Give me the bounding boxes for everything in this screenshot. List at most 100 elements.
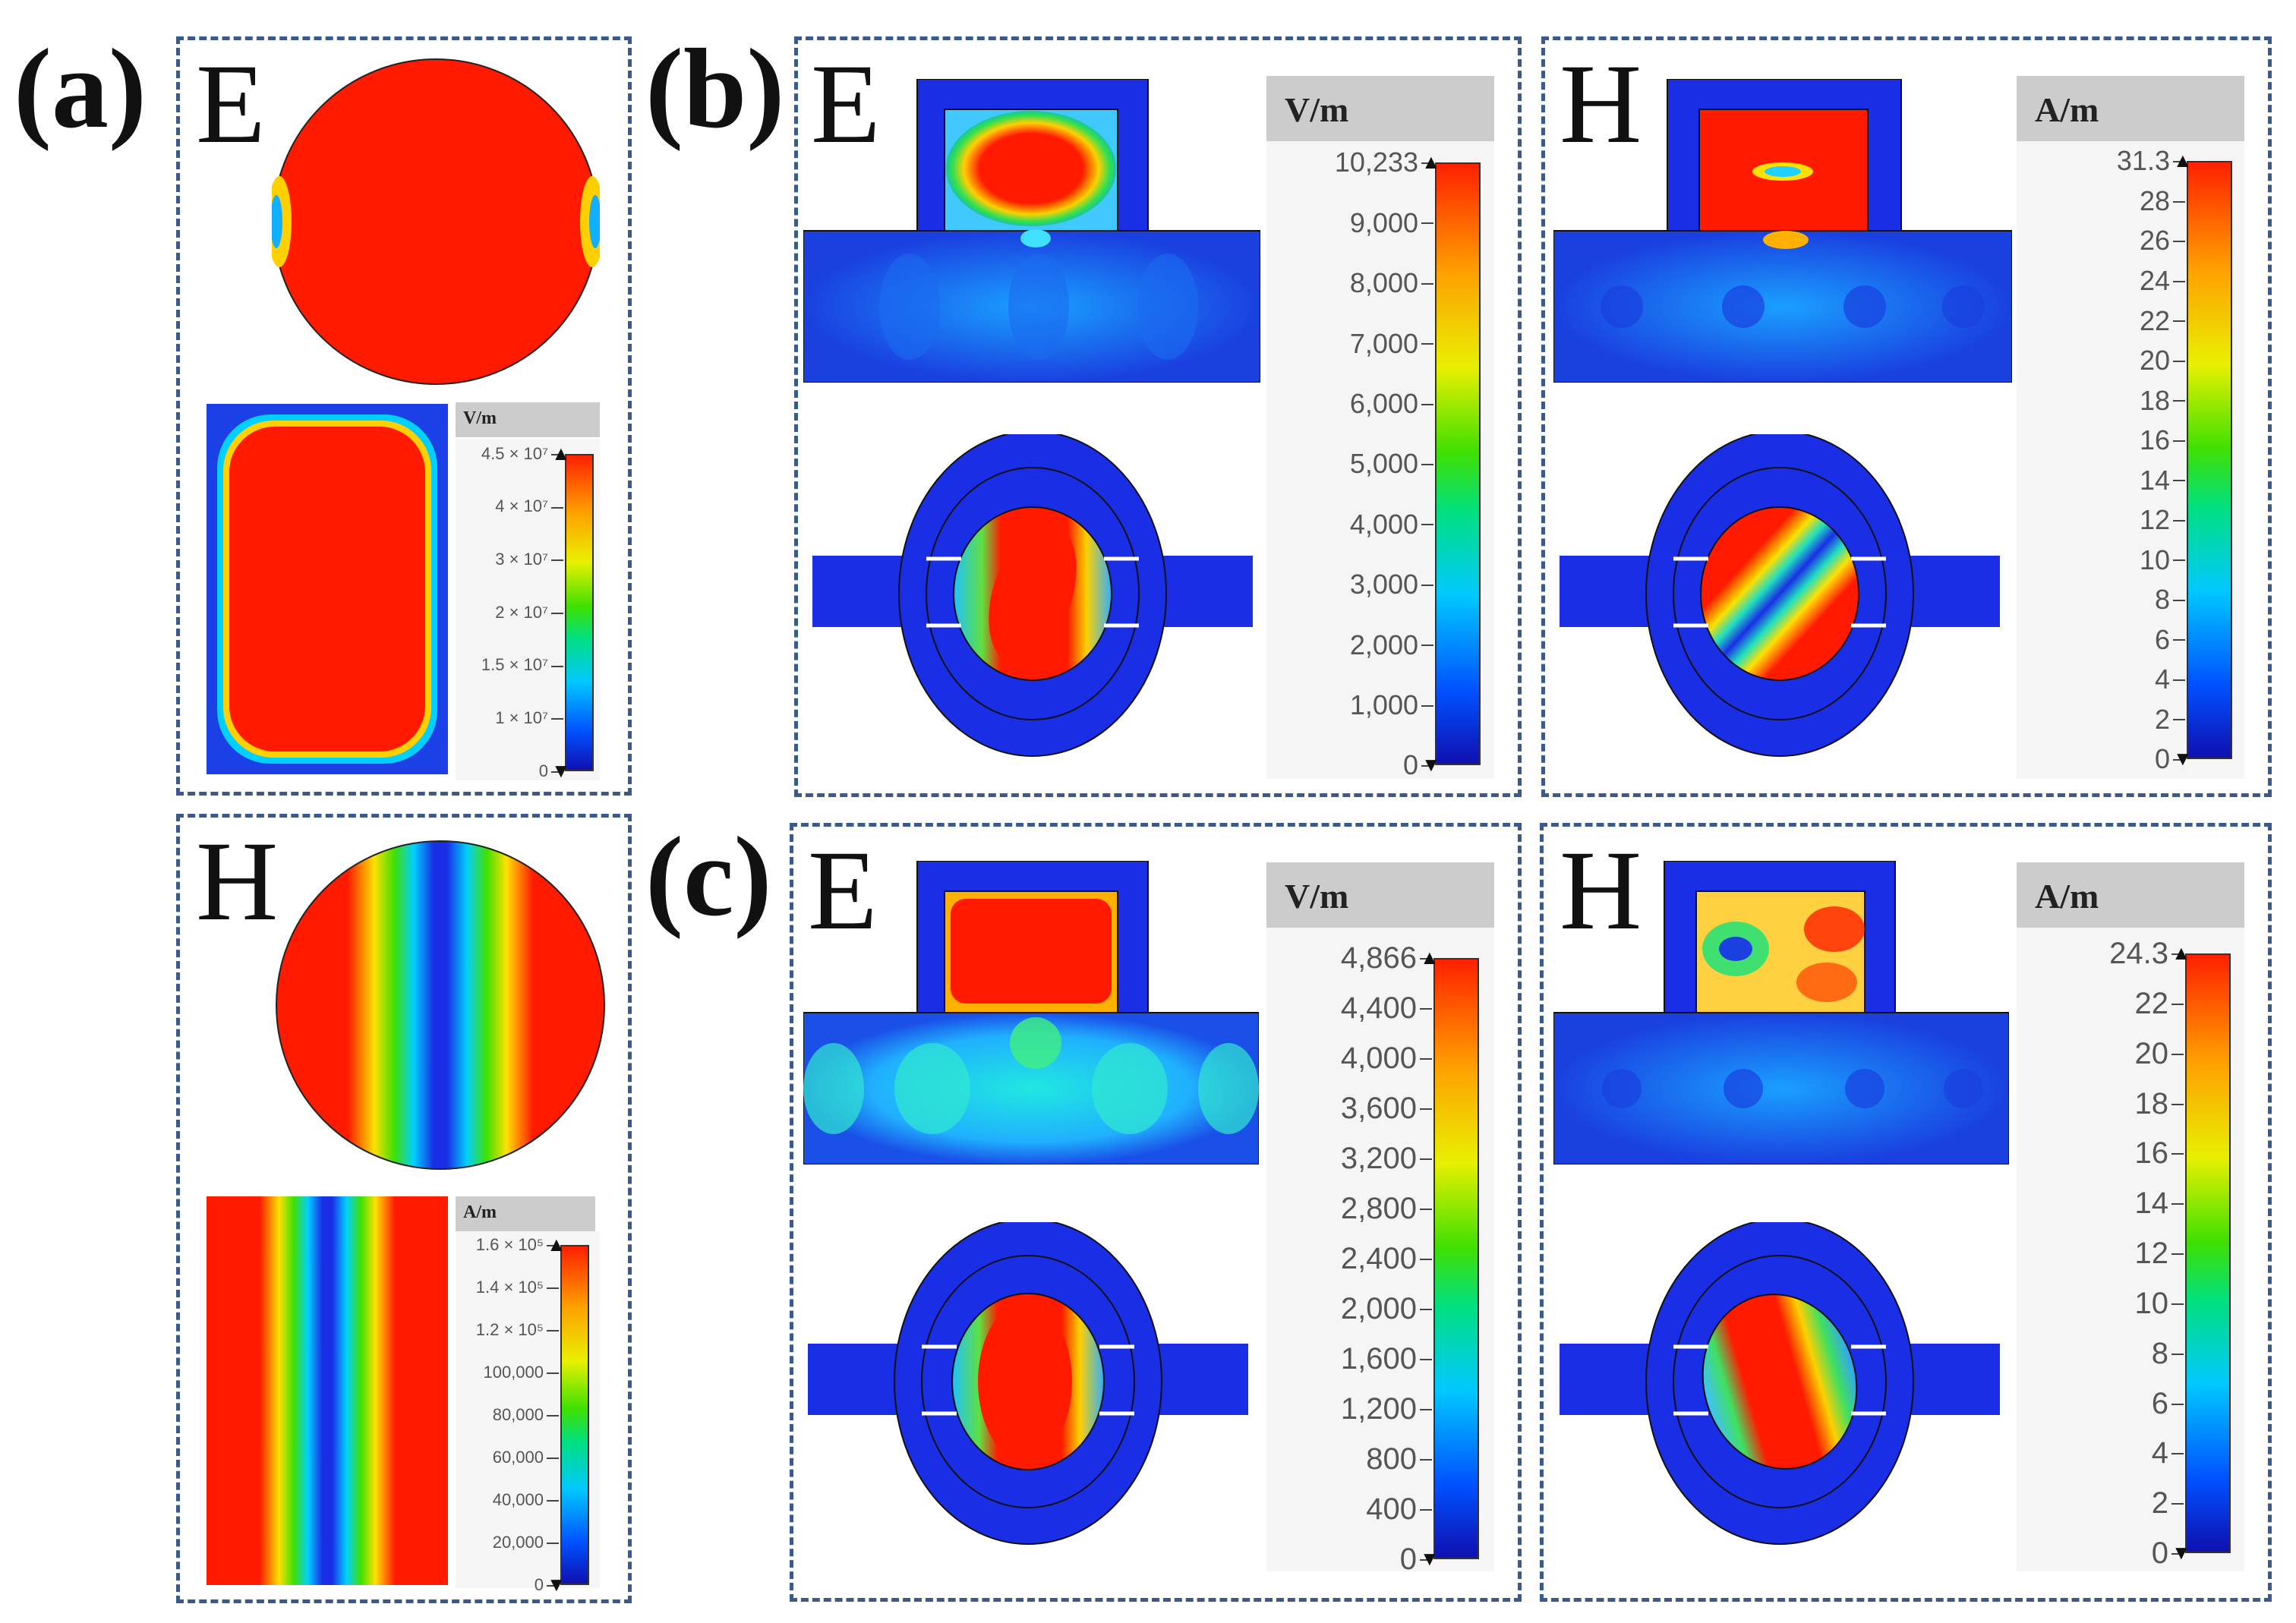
- panel-b-e-box: [794, 36, 1522, 797]
- colorbar-tick-label: 1,200: [1265, 1391, 1432, 1427]
- colorbar-tick-label: 2,000: [1265, 1291, 1432, 1327]
- panel-c-e-field-label: E: [808, 827, 878, 953]
- panel-b-e-field-label: E: [811, 41, 881, 167]
- colorbar-tick-label: 7,000: [1266, 327, 1433, 360]
- colorbar-tick-label: 24: [2018, 264, 2185, 297]
- colorbar-tick-label: 24.3: [2017, 935, 2184, 972]
- colorbar-tick-label: 60,000: [430, 1448, 559, 1467]
- colorbar-max-marker: ▲: [1420, 946, 1440, 969]
- colorbar-max-marker: ▲: [2171, 941, 2191, 964]
- colorbar-tick-label: 10,233: [1266, 146, 1433, 178]
- colorbar-tick-label: 20,000: [430, 1533, 559, 1552]
- colorbar-tick-label: 16: [2017, 1135, 2184, 1171]
- colorbar-tick-label: 16: [2018, 424, 2185, 456]
- colorbar-min-marker: ▼: [2171, 1541, 2191, 1564]
- panel-b-h-side-view: [1553, 79, 2012, 383]
- colorbar-tick-label: 400: [1265, 1491, 1432, 1527]
- colorbar-tick-label: 8,000: [1266, 266, 1433, 299]
- panel-b-e-top-view: [812, 434, 1253, 757]
- colorbar-min-marker: ▼: [1420, 1547, 1440, 1570]
- colorbar-tick-label: 0: [434, 761, 563, 781]
- panel-c-h-colorbar: [2185, 953, 2231, 1553]
- panel-b-e-side-view: [803, 79, 1260, 383]
- panel-a-e-field-label: E: [196, 41, 266, 167]
- panel-c-e-colorbar: [1433, 958, 1479, 1559]
- panel-c-e-top-view: [808, 1222, 1248, 1545]
- colorbar-tick-label: 0: [2018, 742, 2185, 775]
- colorbar-tick-label: 0: [1265, 1541, 1432, 1577]
- panel-a-h-rect-plot: [207, 1196, 448, 1585]
- colorbar-tick-label: 14: [2018, 464, 2185, 496]
- colorbar-tick-label: 4 × 10⁷: [434, 496, 563, 516]
- panel-c-e-colorbar-unit: V/m: [1266, 862, 1494, 928]
- panel-b-e-colorbar: [1435, 162, 1481, 765]
- colorbar-tick-label: 1,600: [1265, 1341, 1432, 1377]
- colorbar-tick-label: 1.2 × 10⁵: [430, 1320, 559, 1340]
- colorbar-max-marker: ▲: [551, 442, 571, 465]
- colorbar-tick-label: 20: [2017, 1035, 2184, 1072]
- colorbar-tick-label: 12: [2018, 503, 2185, 536]
- colorbar-tick-label: 28: [2018, 184, 2185, 217]
- colorbar-min-marker: ▼: [551, 759, 571, 782]
- colorbar-min-marker: ▼: [547, 1573, 566, 1596]
- colorbar-tick-label: 2,800: [1265, 1190, 1432, 1227]
- colorbar-tick-label: 6: [2018, 623, 2185, 656]
- colorbar-tick-label: 4,400: [1265, 990, 1432, 1026]
- colorbar-tick-label: 31.3: [2018, 144, 2185, 177]
- colorbar-tick-label: 6: [2017, 1385, 2184, 1422]
- colorbar-tick-label: 4,000: [1265, 1040, 1432, 1076]
- colorbar-tick-label: 2,000: [1266, 629, 1433, 661]
- colorbar-tick-label: 0: [430, 1575, 559, 1595]
- colorbar-tick-label: 2,400: [1265, 1240, 1432, 1277]
- colorbar-min-marker: ▼: [2173, 747, 2193, 770]
- colorbar-tick-label: 26: [2018, 224, 2185, 257]
- colorbar-tick-label: 1 × 10⁷: [434, 708, 563, 728]
- panel-a-label: (a): [14, 26, 147, 152]
- panel-a-e-rect-plot: [207, 404, 448, 774]
- colorbar-tick-label: 5,000: [1266, 447, 1433, 480]
- panel-c-label: (c): [645, 814, 772, 940]
- panel-c-h-box: [1540, 823, 2272, 1602]
- panel-a-h-field-label: H: [196, 818, 279, 944]
- colorbar-max-marker: ▲: [2173, 149, 2193, 172]
- colorbar-min-marker: ▼: [1421, 753, 1441, 776]
- panel-c-h-top-view: [1560, 1222, 2000, 1545]
- colorbar-tick-label: 20: [2018, 344, 2185, 377]
- panel-b-label: (b): [645, 26, 785, 152]
- panel-b-h-box: [1541, 36, 2272, 797]
- panel-a-h-colorbar: [560, 1245, 589, 1585]
- colorbar-tick-label: 14: [2017, 1185, 2184, 1221]
- colorbar-tick-label: 4.5 × 10⁷: [434, 444, 563, 464]
- panel-c-e-box: [790, 823, 1522, 1602]
- colorbar-tick-label: 40,000: [430, 1490, 559, 1510]
- panel-c-e-side-view: [803, 861, 1259, 1164]
- colorbar-tick-label: 3,200: [1265, 1140, 1432, 1177]
- panel-b-h-top-view: [1560, 434, 2000, 757]
- panel-a-h-box: [176, 814, 632, 1603]
- colorbar-tick-label: 4: [2018, 663, 2185, 695]
- panel-a-h-colorbar-unit: A/m: [456, 1196, 595, 1231]
- panel-c-h-side-view: [1553, 861, 2009, 1164]
- panel-c-h-field-label: H: [1560, 827, 1642, 953]
- colorbar-tick-label: 18: [2017, 1086, 2184, 1122]
- colorbar-tick-label: 6,000: [1266, 387, 1433, 420]
- colorbar-tick-label: 0: [2017, 1535, 2184, 1571]
- colorbar-tick-label: 8: [2018, 583, 2185, 616]
- panel-b-h-colorbar-unit: A/m: [2017, 76, 2244, 141]
- panel-a-e-colorbar: [565, 454, 594, 771]
- colorbar-tick-label: 4: [2017, 1435, 2184, 1471]
- colorbar-tick-label: 1.5 × 10⁷: [434, 655, 563, 675]
- colorbar-tick-label: 10: [2017, 1285, 2184, 1322]
- colorbar-tick-label: 9,000: [1266, 206, 1433, 239]
- colorbar-tick-label: 4,866: [1265, 940, 1432, 976]
- colorbar-tick-label: 4,000: [1266, 508, 1433, 540]
- colorbar-tick-label: 1.4 × 10⁵: [430, 1278, 559, 1297]
- colorbar-tick-label: 3,600: [1265, 1090, 1432, 1127]
- panel-b-h-field-label: H: [1560, 41, 1642, 167]
- colorbar-tick-label: 2: [2018, 703, 2185, 736]
- colorbar-tick-label: 3,000: [1266, 568, 1433, 600]
- colorbar-max-marker: ▲: [547, 1233, 566, 1256]
- colorbar-tick-label: 3 × 10⁷: [434, 550, 563, 569]
- colorbar-tick-label: 22: [2018, 304, 2185, 337]
- colorbar-tick-label: 2 × 10⁷: [434, 603, 563, 622]
